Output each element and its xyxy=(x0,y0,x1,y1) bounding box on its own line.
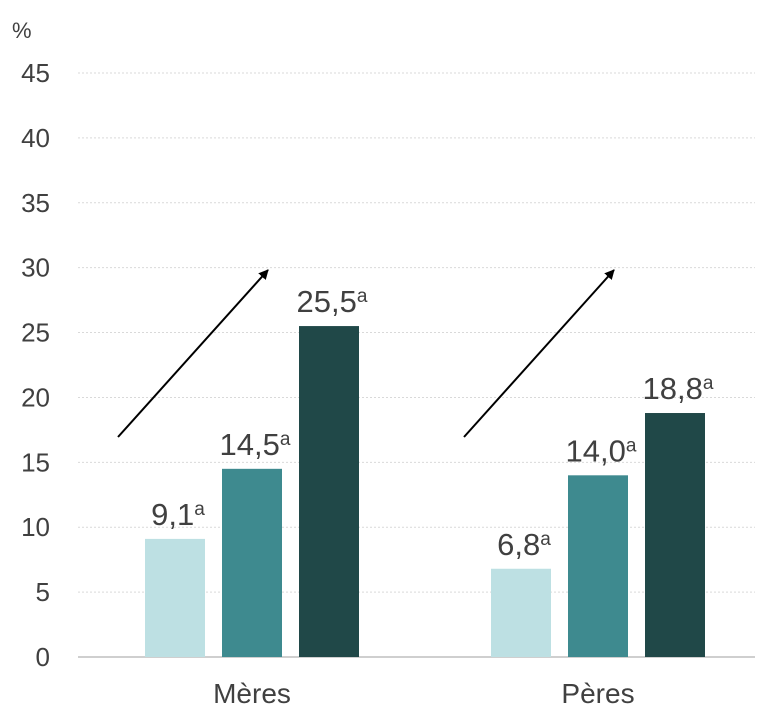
bar xyxy=(645,413,705,657)
bar xyxy=(299,326,359,657)
data-label: 18,8a xyxy=(643,371,714,406)
bar xyxy=(222,468,282,657)
y-tick-label: 40 xyxy=(21,123,50,153)
y-tick-label: 45 xyxy=(21,58,50,88)
y-tick-label: 35 xyxy=(21,188,50,218)
bar xyxy=(145,538,205,657)
data-label: 9,1a xyxy=(151,497,205,532)
y-tick-label: 10 xyxy=(21,512,50,542)
bar xyxy=(491,568,551,657)
data-label: 14,5a xyxy=(220,427,291,462)
bars xyxy=(145,326,705,657)
data-label: 6,8a xyxy=(497,527,551,562)
y-tick-label: 20 xyxy=(21,382,50,412)
y-tick-label: 15 xyxy=(21,447,50,477)
trend-arrows xyxy=(117,269,615,438)
y-tick-label: 30 xyxy=(21,253,50,283)
trend-arrow xyxy=(117,269,269,438)
y-tick-label: 25 xyxy=(21,318,50,348)
y-axis-tick-labels: 0 5 10 15 20 25 30 35 40 45 xyxy=(21,58,50,672)
data-label: 25,5a xyxy=(297,284,368,319)
data-label: 14,0a xyxy=(566,433,637,468)
y-tick-label: 0 xyxy=(36,642,50,672)
y-axis-unit-label: % xyxy=(12,18,32,43)
y-tick-label: 5 xyxy=(36,577,50,607)
x-tick-label: Pères xyxy=(561,678,634,708)
bar xyxy=(568,475,628,657)
trend-arrow xyxy=(463,269,615,438)
x-tick-label: Mères xyxy=(213,678,291,708)
x-axis-tick-labels: Mères Pères xyxy=(213,678,634,708)
data-labels: 9,1a 6,8a 14,5a 14,0a 25,5a 18,8a xyxy=(151,284,714,562)
